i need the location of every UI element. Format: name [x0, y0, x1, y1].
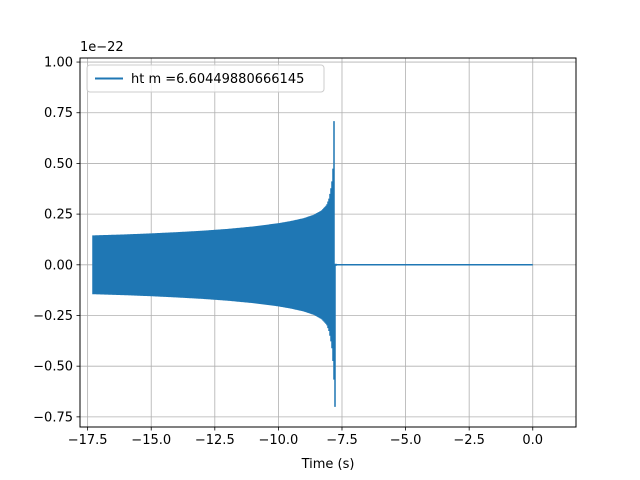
y-scale-label: 1e−22 [80, 40, 124, 55]
y-tick-label: 0.75 [44, 106, 73, 121]
y-tick-label: 0.00 [44, 258, 73, 273]
series-layer [92, 121, 533, 407]
x-axis-label: Time (s) [301, 457, 355, 472]
x-tick-label: −5.0 [390, 433, 422, 448]
legend: ht m =6.60449880666145 [86, 64, 325, 93]
y-tick-label: −0.50 [33, 360, 73, 375]
y-axis: −0.75 −0.50 −0.25 0.00 0.25 0.50 0.75 1.00 [33, 56, 80, 425]
y-tick-label: 0.25 [44, 208, 73, 223]
legend-label: ht m =6.60449880666145 [131, 72, 304, 87]
series-oscillation-band [92, 121, 337, 407]
x-tick-label: −2.5 [453, 433, 485, 448]
x-tick-label: −15.0 [131, 433, 171, 448]
y-tick-label: 1.00 [44, 56, 73, 71]
x-tick-label: −17.5 [68, 433, 108, 448]
x-tick-label: −10.0 [258, 433, 298, 448]
y-tick-label: −0.25 [33, 309, 73, 324]
x-tick-label: −7.5 [326, 433, 358, 448]
y-tick-label: −0.75 [33, 410, 73, 425]
y-tick-label: 0.50 [44, 157, 73, 172]
x-axis: −17.5 −15.0 −12.5 −10.0 −7.5 −5.0 −2.5 0.0 [68, 427, 543, 448]
x-tick-label: −12.5 [195, 433, 235, 448]
legend-box [86, 64, 325, 93]
x-tick-label: 0.0 [522, 433, 543, 448]
plot-frame [79, 57, 577, 428]
